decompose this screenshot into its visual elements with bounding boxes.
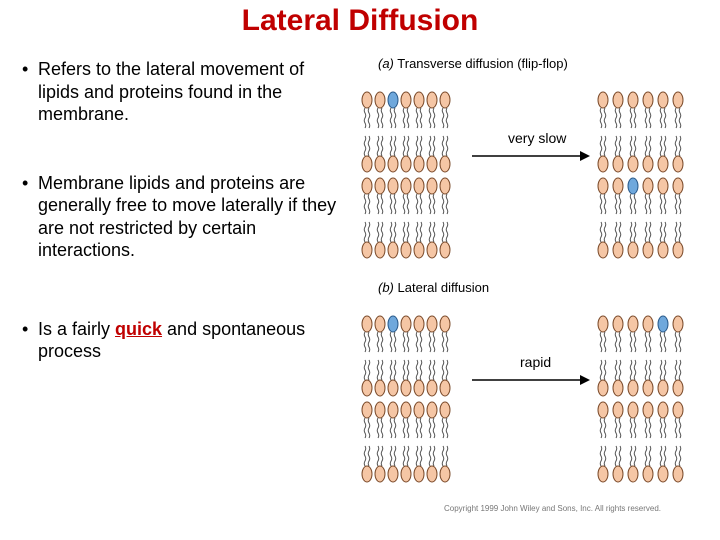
bullet-3-pre: Is a fairly xyxy=(38,319,115,339)
page-title: Lateral Diffusion xyxy=(0,4,720,38)
bullet-3: Is a fairly quick and spontaneous proces… xyxy=(22,318,342,363)
figure-copyright: Copyright 1999 John Wiley and Sons, Inc.… xyxy=(444,504,661,513)
bullet-2: Membrane lipids and proteins are general… xyxy=(22,172,342,262)
diffusion-figure: (a) Transverse diffusion (flip-flop) (b)… xyxy=(358,56,710,526)
lipid-diagram xyxy=(358,56,710,526)
bullet-3-emph: quick xyxy=(115,319,162,339)
bullet-1: Refers to the lateral movement of lipids… xyxy=(22,58,342,126)
bullet-list: Refers to the lateral movement of lipids… xyxy=(22,58,342,363)
